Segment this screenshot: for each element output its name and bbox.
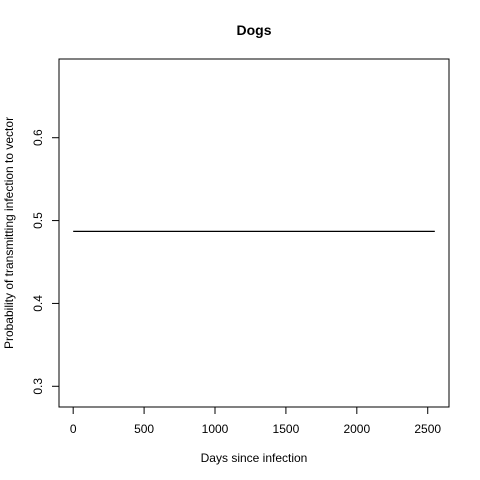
- x-tick-label: 2500: [414, 422, 441, 436]
- y-tick-label: 0.6: [31, 129, 45, 146]
- x-axis: 0 500 1000 1500 2000 2500: [70, 406, 441, 436]
- y-tick-label: 0.4: [31, 295, 45, 312]
- x-tick-label: 2000: [343, 422, 370, 436]
- x-tick-label: 1500: [273, 422, 300, 436]
- chart-title: Dogs: [237, 22, 272, 38]
- y-axis: 0.3 0.4 0.5 0.6: [31, 129, 60, 395]
- plot-frame: [58, 58, 450, 408]
- x-tick-label: 1000: [202, 422, 229, 436]
- y-axis-label: Probability of transmitting infection to…: [2, 117, 16, 349]
- x-axis-label: Days since infection: [201, 451, 308, 465]
- x-tick-label: 0: [70, 422, 77, 436]
- y-tick-label: 0.3: [31, 378, 45, 395]
- y-tick-label: 0.5: [31, 212, 45, 229]
- x-tick-label: 500: [134, 422, 154, 436]
